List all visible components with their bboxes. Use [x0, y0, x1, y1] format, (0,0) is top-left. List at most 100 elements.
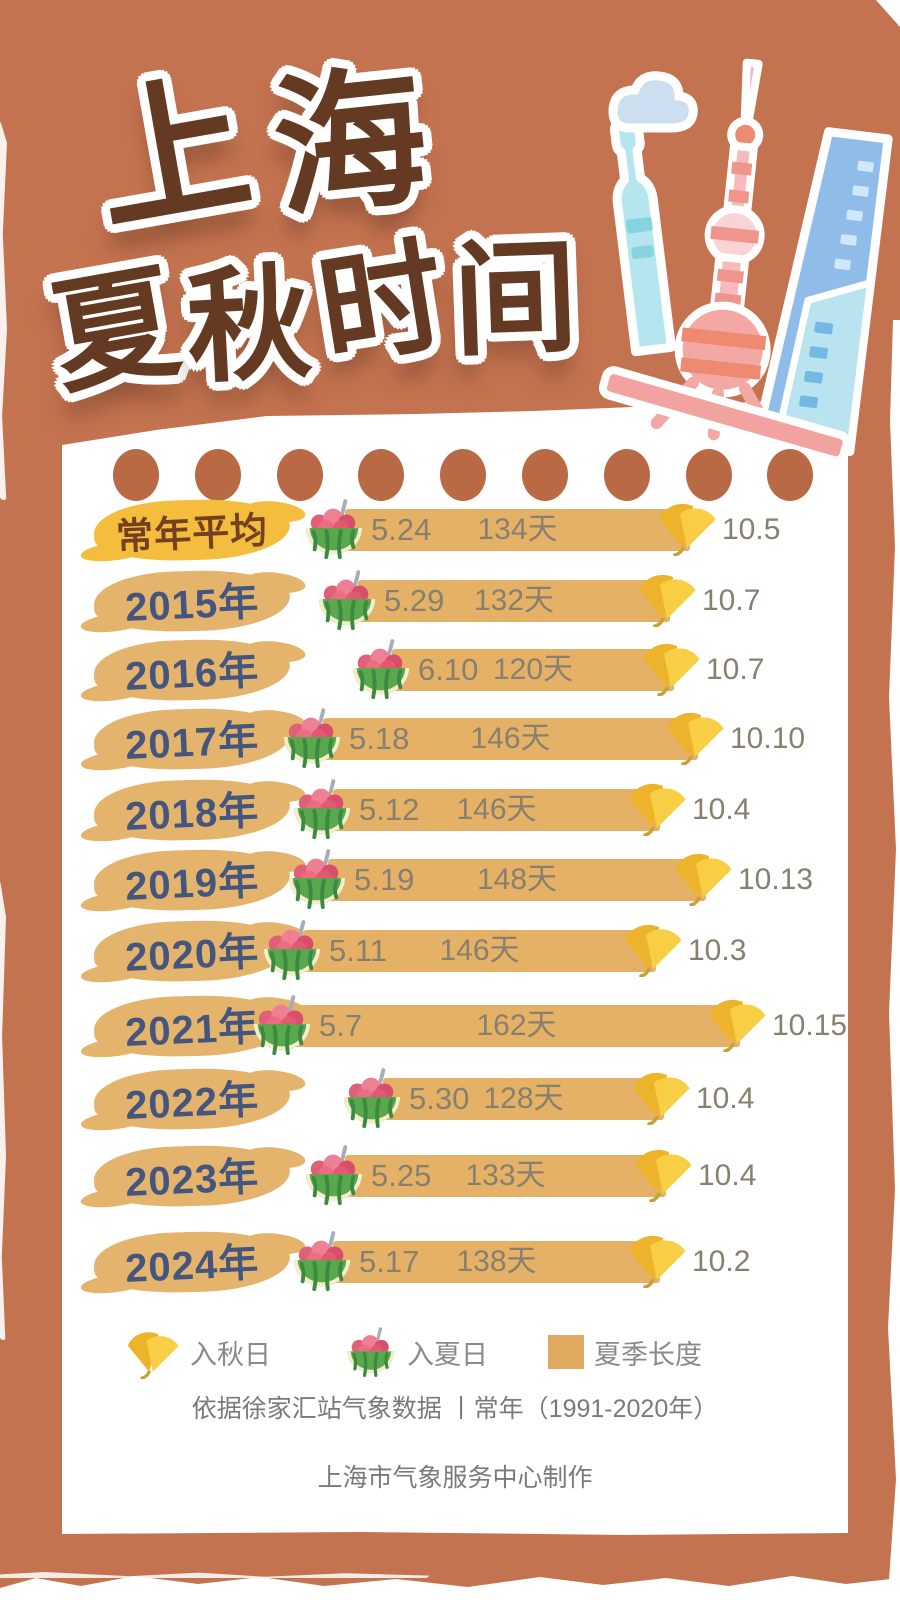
summer-length-bar	[293, 1005, 740, 1047]
cloud-icon	[608, 71, 698, 133]
row-label: 2018年	[124, 788, 261, 840]
summer-length-bar	[345, 509, 690, 551]
poster-title-line1: 上海	[82, 34, 463, 257]
row-label: 2020年	[124, 929, 261, 981]
ginkgo-icon	[705, 995, 767, 1052]
title-char: 间	[450, 228, 590, 372]
summer-start-date: 5.11	[329, 933, 388, 968]
ginkgo-icon	[671, 849, 733, 906]
oriental-pearl-tower-icon	[598, 58, 851, 460]
decor-dot	[685, 449, 732, 501]
decor-dot	[767, 449, 814, 501]
summer-start-date: 5.29	[384, 583, 445, 618]
decor-dot	[440, 449, 487, 501]
autumn-start-date: 10.4	[696, 1082, 755, 1115]
summer-length-bar	[345, 1155, 666, 1197]
autumn-start-date: 10.4	[698, 1159, 757, 1192]
ginkgo-icon	[631, 1145, 693, 1202]
frame-scratch	[876, 0, 900, 27]
summer-length-label: 146天	[470, 722, 551, 755]
summer-start-date: 6.10	[418, 652, 479, 687]
row-label: 2016年	[124, 648, 261, 700]
summer-length-label: 162天	[476, 1009, 557, 1042]
decor-dot	[603, 449, 650, 501]
summer-length-label: 133天	[465, 1159, 546, 1192]
frame-scratch	[0, 1576, 900, 1600]
summer-length-label: 146天	[439, 934, 520, 967]
ginkgo-icon	[639, 639, 701, 696]
title-char: 夏	[42, 250, 199, 410]
summer-start-date: 5.18	[349, 721, 410, 756]
summer-length-label: 146天	[456, 793, 537, 826]
frame-scratch	[0, 120, 7, 500]
summer-length-label: 120天	[492, 653, 574, 686]
summer-length-bar	[303, 930, 656, 972]
ginkgo-icon	[621, 920, 683, 977]
summer-length-label: 134天	[477, 513, 558, 546]
autumn-start-date: 10.15	[772, 1009, 848, 1042]
row-label: 2017年	[124, 717, 261, 769]
skyscraper-icon	[751, 127, 893, 457]
tower-icon	[610, 116, 676, 357]
legend-label: 入夏日	[407, 1339, 488, 1370]
autumn-start-date: 10.13	[738, 863, 814, 896]
frame-scratch	[888, 320, 900, 1580]
summer-start-date: 5.24	[371, 512, 432, 547]
row-label-highlight: 常年平均	[93, 497, 291, 563]
ginkgo-icon	[635, 570, 697, 627]
summer-length-label: 148天	[476, 863, 558, 896]
summer-start-date: 5.19	[354, 862, 415, 897]
row-label: 2024年	[124, 1240, 261, 1292]
summer-start-date: 5.7	[319, 1008, 363, 1043]
summer-length-bar	[383, 1078, 664, 1120]
decor-dot	[276, 449, 323, 501]
autumn-start-date: 10.7	[702, 584, 761, 617]
legend-item: 入夏日	[345, 1322, 488, 1382]
summer-start-date: 5.17	[359, 1244, 420, 1279]
summer-length-bar	[358, 580, 670, 622]
summer-start-date: 5.25	[371, 1158, 432, 1193]
autumn-start-date: 10.7	[706, 653, 765, 686]
autumn-start-date: 10.3	[688, 934, 747, 967]
summer-start-date: 5.30	[409, 1081, 470, 1116]
summer-length-bar	[328, 859, 706, 901]
frame-scratch	[0, 1572, 432, 1578]
summer-length-bar	[333, 789, 660, 831]
legend-item: 夏季长度	[548, 1322, 702, 1382]
ginkgo-icon	[629, 1068, 691, 1125]
decor-dot	[358, 449, 405, 501]
producer-note: 上海市气象服务中心制作	[317, 1464, 593, 1492]
ginkgo-icon	[124, 1327, 180, 1379]
summer-start-date: 5.12	[359, 792, 420, 827]
autumn-start-date: 10.4	[692, 793, 751, 826]
watermelon-icon	[346, 1327, 396, 1377]
data-source-note: 依据徐家汇站气象数据 丨常年（1991-2020年）	[191, 1395, 719, 1423]
row-label: 2023年	[124, 1154, 261, 1206]
decor-dot	[113, 449, 159, 501]
decor-dot	[522, 449, 568, 501]
ginkgo-icon	[625, 1231, 687, 1288]
summer-length-label: 128天	[483, 1082, 564, 1115]
ginkgo-icon	[655, 499, 717, 556]
title-char: 秋	[183, 253, 325, 399]
autumn-start-date: 10.5	[722, 513, 781, 546]
row-label: 2015年	[124, 579, 261, 631]
summer-length-bar	[323, 718, 698, 760]
summer-length-bar	[392, 649, 674, 691]
row-label: 2019年	[124, 858, 261, 910]
decor-dot	[194, 449, 241, 501]
shanghai-skyline-illustration	[598, 58, 893, 460]
summer-length-label: 138天	[456, 1245, 537, 1278]
summer-length-label: 132天	[473, 584, 555, 617]
autumn-start-date: 10.10	[730, 722, 806, 755]
title-char: 海	[265, 48, 461, 237]
legend-label: 夏季长度	[594, 1339, 702, 1370]
row-label: 2022年	[124, 1077, 261, 1129]
title-char: 时	[310, 225, 464, 383]
summer-length-swatch	[548, 1335, 584, 1369]
row-label: 2021年	[124, 1004, 261, 1056]
title-char: 上	[82, 52, 288, 251]
frame-scratch	[0, 880, 6, 1340]
autumn-start-date: 10.2	[692, 1245, 751, 1278]
